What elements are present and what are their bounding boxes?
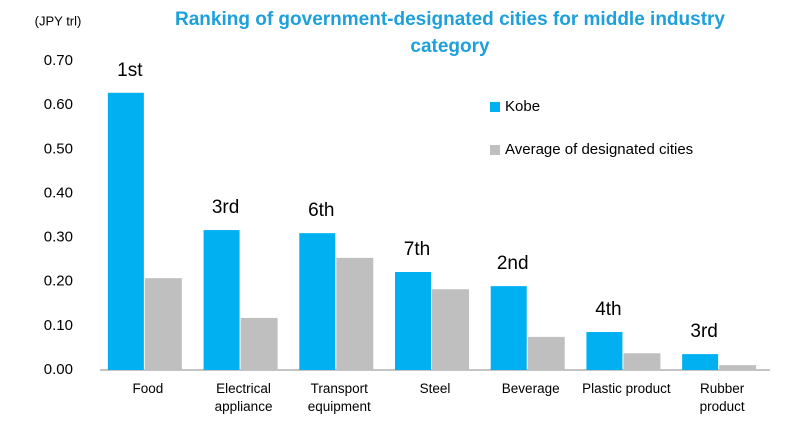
x-tick-label: Plastic product [582,381,671,396]
rank-label: 3rd [212,197,239,218]
x-tick-label: Food [132,381,164,396]
bar [107,92,144,370]
bar [719,365,757,370]
bar [203,230,240,370]
bar [395,272,431,370]
bar [240,317,278,370]
legend-label: Kobe [505,98,540,115]
rank-label: 7th [404,239,430,260]
legend-swatch [490,102,500,112]
bar [490,286,527,370]
x-tick-label: Rubber product [699,381,745,414]
y-tick-label: 0.30 [44,229,73,246]
y-unit: (JPY trl) [35,13,82,28]
y-tick-label: 0.40 [44,184,73,201]
rank-label: 6th [308,200,334,221]
y-tick-label: 0.50 [44,140,73,157]
x-tick-label: Beverage [501,381,560,396]
chart-title: Ranking of government-designated cities … [174,9,726,57]
y-tick-label: 0.20 [44,273,73,290]
x-tick-label: Transport equipment [307,381,371,414]
y-tick-label: 0.00 [44,361,73,378]
bar [144,278,182,370]
legend-swatch [490,145,500,155]
rank-label: 2nd [497,253,529,274]
y-tick-label: 0.70 [44,52,73,69]
x-tick-label: Steel [419,381,451,396]
bar [299,233,336,370]
legend-label: Average of designated cities [505,141,693,158]
bar [682,354,719,370]
bar [432,289,469,370]
rank-label: 3rd [690,321,717,342]
bar [623,353,661,370]
bar [336,257,374,370]
x-tick-label: Electrical appliance [214,381,273,414]
rank-label: 1st [117,60,143,81]
rank-label: 4th [595,299,621,320]
bar [586,332,623,370]
y-tick-label: 0.10 [44,317,73,334]
y-tick-label: 0.60 [44,96,73,113]
bar [527,336,565,370]
